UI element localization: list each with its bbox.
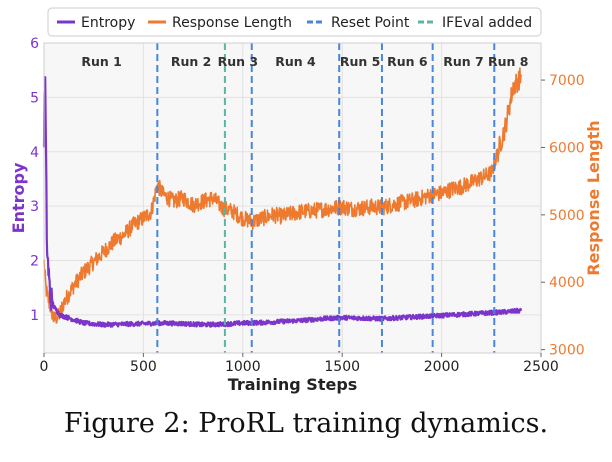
- run-label: Run 5: [340, 54, 380, 69]
- run-label: Run 4: [275, 54, 316, 69]
- legend-label: Entropy: [81, 15, 135, 31]
- y-left-tick-label: 6: [30, 36, 39, 52]
- run-label: Run 1: [81, 54, 121, 69]
- x-tick-label: 1000: [225, 359, 261, 375]
- y-left-tick-label: 4: [30, 145, 39, 161]
- y-right-tick-label: 4000: [549, 275, 585, 291]
- run-label: Run 3: [218, 54, 258, 69]
- x-tick-label: 500: [130, 359, 157, 375]
- plot-area: [44, 43, 541, 353]
- legend-label: Reset Point: [331, 15, 410, 31]
- chart-canvas: Run 1 Run 2 Run 3 Run 4 Run 5 Run 6 Run 7 Run 8…: [9, 7, 603, 394]
- y-right-tick-label: 6000: [549, 140, 585, 156]
- y-left-axis-title: Entropy: [9, 162, 28, 233]
- run-label: Run 2: [171, 54, 211, 69]
- x-axis-title: Training Steps: [228, 375, 358, 394]
- x-tick-label: 2000: [424, 359, 460, 375]
- series-entropy: [42, 76, 523, 328]
- x-tick-label: 1500: [324, 359, 360, 375]
- plot-frame: [43, 42, 542, 354]
- run-label: Run 7: [443, 54, 483, 69]
- y-right-tick-label: 7000: [549, 73, 585, 89]
- y-left-tick-label: 1: [30, 308, 39, 324]
- y-right-tick-label: 3000: [549, 343, 585, 359]
- run-label: Run 8: [488, 54, 528, 69]
- x-tick-label: 0: [40, 359, 49, 375]
- y-left-tick-label: 3: [30, 199, 39, 215]
- series-response-length: [43, 67, 522, 324]
- legend: Entropy Response Length Reset Point IFEval …: [47, 7, 542, 37]
- legend-box: [47, 7, 542, 37]
- y-left-tick-label: 2: [30, 254, 39, 270]
- legend-label: IFEval added: [442, 15, 532, 31]
- legend-label: Response Length: [172, 15, 292, 31]
- figure-caption: Figure 2: ProRL training dynamics.: [63, 408, 549, 439]
- y-left-tick-label: 5: [30, 90, 39, 106]
- x-tick-label: 2500: [523, 359, 559, 375]
- run-label: Run 6: [387, 54, 428, 69]
- y-right-tick-label: 5000: [549, 208, 585, 224]
- y-right-axis-title: Response Length: [584, 120, 603, 275]
